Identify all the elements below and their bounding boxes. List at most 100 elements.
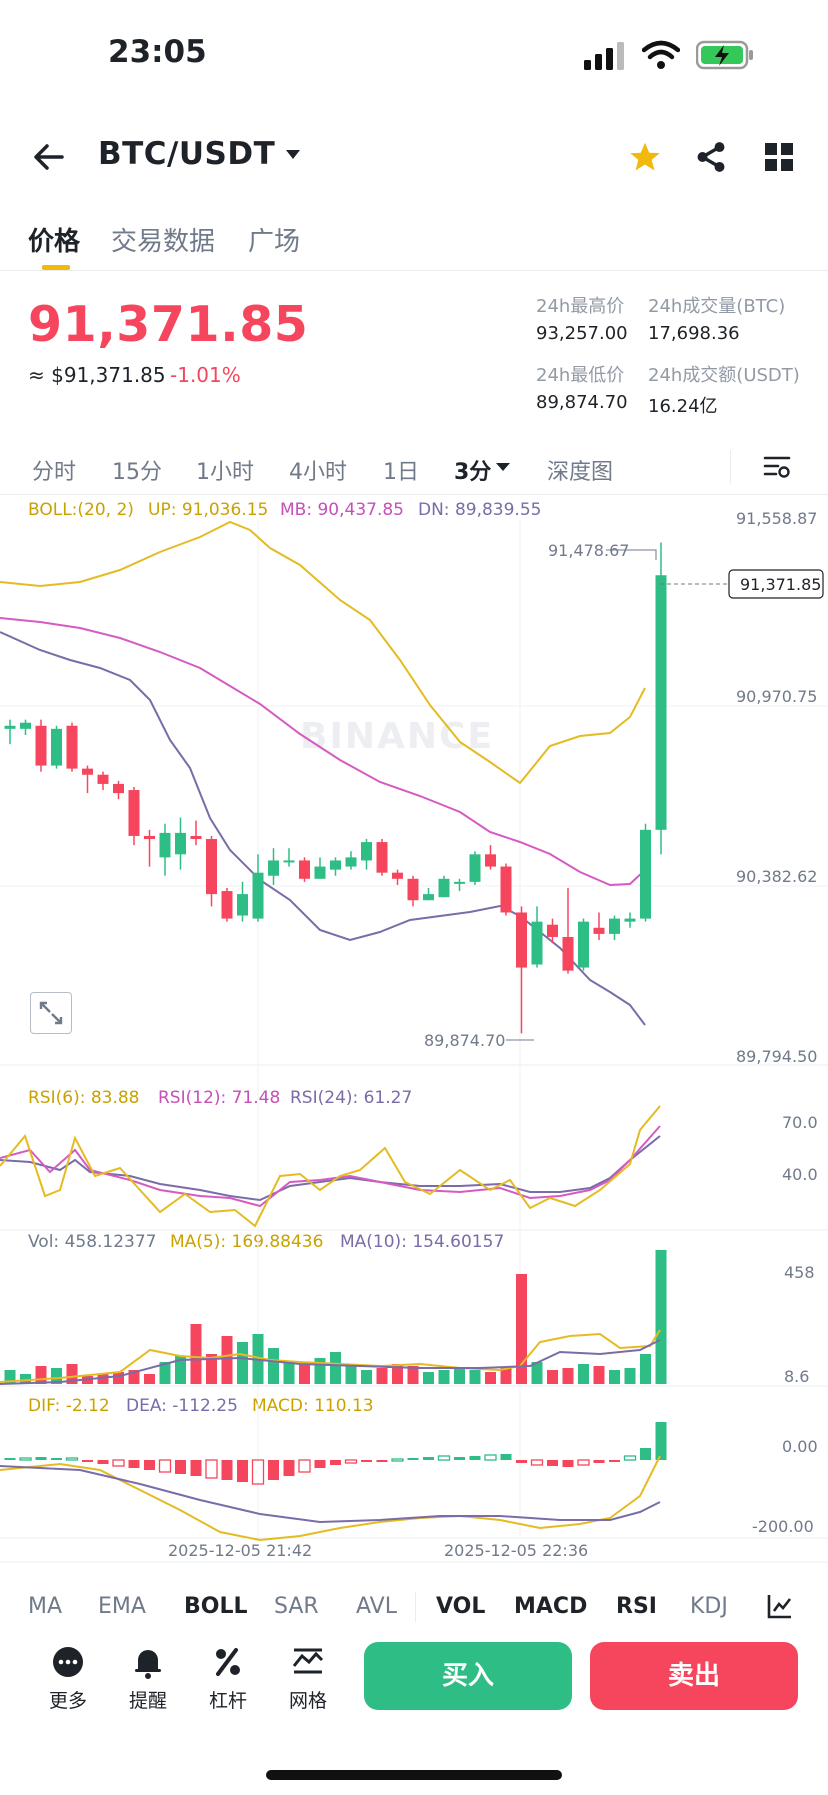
price-axis-label: 91,558.87 — [736, 509, 817, 528]
volume-bar — [237, 1342, 248, 1384]
chart-watermark: BINANCE — [300, 716, 494, 757]
volume-bar — [392, 1364, 403, 1384]
macd-value: MACD: 110.13 — [252, 1396, 374, 1416]
tab-trading-data[interactable]: 交易数据 — [111, 227, 216, 257]
macd-bar — [237, 1460, 248, 1482]
price-axis-label: 90,382.62 — [736, 867, 817, 886]
volume-bar — [547, 1370, 558, 1384]
indicator-tab-vol[interactable]: VOL — [436, 1594, 486, 1619]
volume-bar — [175, 1356, 186, 1384]
volume-bar — [128, 1370, 140, 1384]
boll-up: UP: 91,036.15 — [148, 500, 269, 520]
interval-1d[interactable]: 1日 — [383, 460, 419, 485]
macd-bar — [112, 1459, 125, 1467]
macd-bar — [158, 1459, 172, 1473]
indicator-tab-boll[interactable]: BOLL — [184, 1594, 248, 1619]
volume-bar — [345, 1366, 357, 1384]
candle-body — [485, 854, 496, 867]
volume-bar — [206, 1354, 217, 1384]
indicator-tab-macd[interactable]: MACD — [514, 1594, 588, 1619]
indicator-tab-avl[interactable]: AVL — [356, 1594, 397, 1619]
leverage-icon[interactable] — [208, 1642, 248, 1682]
candle-body — [655, 575, 667, 830]
macd-bar — [330, 1460, 341, 1465]
divider — [415, 1592, 416, 1622]
favorite-star-icon[interactable] — [628, 140, 662, 174]
macd-bar — [314, 1460, 326, 1468]
candle-body — [423, 894, 434, 901]
indicator-tab-ma[interactable]: MA — [28, 1594, 63, 1619]
volume-bar — [485, 1372, 496, 1384]
interval-4h[interactable]: 4小时 — [289, 460, 347, 485]
indicator-tab-sar[interactable]: SAR — [274, 1594, 319, 1619]
candle-body — [376, 842, 388, 873]
caret-down-icon[interactable] — [284, 148, 302, 160]
leverage-label[interactable]: 杠杆 — [208, 1690, 247, 1712]
volume-bar — [578, 1364, 589, 1384]
time-axis-label: 2025-12-05 22:36 — [444, 1541, 588, 1560]
macd-dea-line — [0, 1465, 661, 1524]
candle-body — [562, 936, 574, 971]
indicator-tab-ema[interactable]: EMA — [98, 1594, 146, 1619]
share-icon[interactable] — [694, 140, 728, 174]
alert-bell-icon[interactable] — [128, 1642, 168, 1682]
price-chart[interactable]: BINANCE 91,478.67 89,874.70 91,371.85 91… — [0, 494, 828, 1574]
high-label: 24h最高价 — [536, 296, 625, 317]
interval-1h[interactable]: 1小时 — [196, 460, 254, 485]
grid-trading-label[interactable]: 网格 — [288, 1690, 327, 1712]
volume-bar — [4, 1370, 16, 1384]
expand-icon — [39, 1001, 63, 1025]
tab-price[interactable]: 价格 — [28, 227, 81, 257]
price-change-percent: -1.01% — [170, 363, 241, 387]
interval-timeline[interactable]: 分时 — [32, 460, 77, 485]
home-indicator — [266, 1770, 562, 1780]
tab-square[interactable]: 广场 — [248, 227, 301, 257]
rsi6-line — [0, 1105, 661, 1228]
grid-menu-icon[interactable] — [764, 142, 794, 172]
sell-button[interactable]: 卖出 — [590, 1642, 798, 1710]
candle-body — [578, 921, 589, 968]
status-time: 23:05 — [108, 34, 207, 70]
volume-bar — [35, 1366, 47, 1384]
volume-bar — [66, 1364, 78, 1384]
more-label[interactable]: 更多 — [48, 1690, 87, 1712]
macd-bar — [454, 1457, 465, 1460]
buy-button[interactable]: 买入 — [364, 1642, 572, 1710]
macd-dif-line — [0, 1455, 661, 1542]
volume-bar — [469, 1370, 481, 1384]
candlestick-series — [4, 542, 667, 1034]
volume-bar — [144, 1374, 155, 1384]
trading-pair-title[interactable]: BTC/USDT — [98, 136, 276, 172]
divider — [0, 494, 828, 495]
volume-bar — [593, 1366, 605, 1384]
back-arrow-icon[interactable] — [32, 140, 66, 174]
more-icon[interactable] — [48, 1642, 88, 1682]
candle-body — [407, 878, 419, 901]
cellular-signal-icon — [584, 42, 624, 70]
indicator-tab-rsi[interactable]: RSI — [616, 1594, 657, 1619]
volume-usdt-label: 24h成交额(USDT) — [648, 365, 800, 386]
interval-15m[interactable]: 15分 — [112, 460, 162, 485]
volume-bar — [376, 1368, 388, 1384]
candle-body — [500, 866, 512, 913]
volume-bar — [268, 1348, 279, 1384]
chart-settings-icon[interactable] — [762, 452, 792, 482]
interval-caret-icon[interactable] — [495, 462, 511, 472]
indicator-settings-icon[interactable] — [766, 1592, 794, 1620]
last-price-tag-text: 91,371.85 — [740, 575, 821, 594]
fullscreen-button[interactable] — [30, 992, 72, 1034]
interval-3m-selected[interactable]: 3分 — [454, 460, 492, 485]
alert-label[interactable]: 提醒 — [128, 1690, 167, 1712]
volume-value: Vol: 458.12377 — [28, 1232, 157, 1252]
candle-body — [283, 860, 295, 863]
rsi-axis-label: 70.0 — [782, 1113, 818, 1132]
indicator-tab-kdj[interactable]: KDJ — [690, 1594, 728, 1619]
battery-charging-icon — [696, 40, 753, 70]
candle-body — [469, 854, 481, 882]
rsi-axis-label: 40.0 — [782, 1165, 818, 1184]
macd-bar — [376, 1460, 388, 1462]
candle-body — [314, 866, 326, 879]
depth-chart-tab[interactable]: 深度图 — [547, 460, 614, 485]
grid-trading-icon[interactable] — [288, 1642, 328, 1682]
macd-bar — [4, 1458, 16, 1460]
